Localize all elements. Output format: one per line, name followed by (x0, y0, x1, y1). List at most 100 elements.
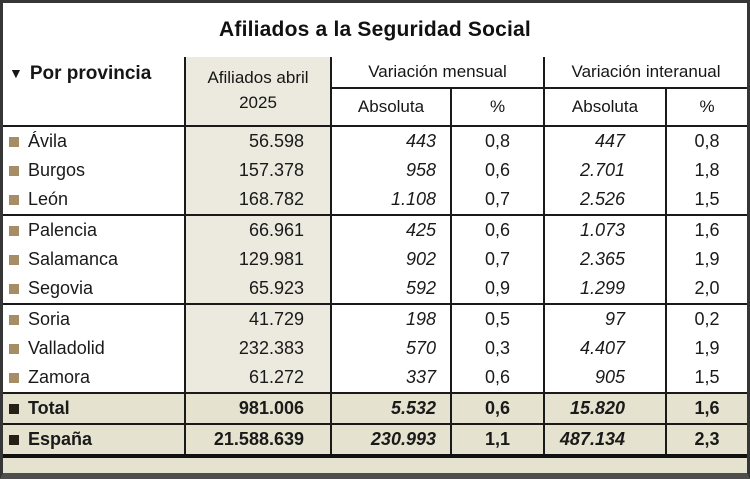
variacion-mensual-pct-value: 0,6 (450, 392, 544, 424)
variacion-interanual-absoluta-value: 1.073 (543, 215, 666, 245)
table-row: España 21.588.639 230.993 1,1 487.134 2,… (3, 423, 747, 458)
variacion-interanual-absoluta-value: 4.407 (543, 334, 666, 363)
subheader-interanual-absoluta: Absoluta (543, 88, 666, 127)
variacion-interanual-pct-value: 1,9 (665, 245, 747, 274)
table-row: Total 981.006 5.532 0,6 15.820 1,6 (3, 392, 747, 424)
row-bullet-icon (9, 226, 19, 236)
variacion-interanual-pct-value: 1,6 (665, 392, 747, 424)
group-header-variacion-mensual: Variación mensual (330, 57, 544, 89)
row-bullet-icon (9, 373, 19, 383)
afiliados-value: 981.006 (184, 392, 331, 424)
row-bullet-icon (9, 315, 19, 325)
table-body: Ávila 56.598 443 0,8 447 0,8 Burgos 157.… (3, 126, 747, 458)
variacion-interanual-absoluta-value: 447 (543, 126, 666, 156)
province-name: España (28, 429, 93, 449)
variacion-interanual-absoluta-value: 2.526 (543, 185, 666, 216)
column-header-province: ▼ Por provincia (3, 57, 185, 127)
variacion-mensual-pct-value: 1,1 (450, 423, 544, 458)
province-name: Palencia (28, 220, 98, 240)
variacion-mensual-absoluta-value: 1.108 (330, 185, 451, 216)
group-header-variacion-interanual: Variación interanual (543, 57, 747, 89)
province-name: Segovia (28, 278, 94, 298)
table-row: Segovia 65.923 592 0,9 1.299 2,0 (3, 274, 747, 305)
afiliados-value: 232.383 (184, 334, 331, 363)
afiliados-value: 66.961 (184, 215, 331, 245)
variacion-interanual-absoluta-value: 15.820 (543, 392, 666, 424)
variacion-mensual-absoluta-value: 902 (330, 245, 451, 274)
row-bullet-icon (9, 435, 19, 445)
row-bullet-icon (9, 255, 19, 265)
variacion-interanual-pct-value: 1,5 (665, 363, 747, 394)
affiliation-table: ▼ Por provincia Afiliados abril 2025 Vari… (3, 57, 747, 458)
variacion-interanual-absoluta-value: 905 (543, 363, 666, 394)
table-row: Palencia 66.961 425 0,6 1.073 1,6 (3, 215, 747, 245)
table-header: ▼ Por provincia Afiliados abril 2025 Vari… (3, 57, 747, 127)
variacion-interanual-pct-value: 2,3 (665, 423, 747, 458)
table-row: León 168.782 1.108 0,7 2.526 1,5 (3, 185, 747, 216)
table-row: Salamanca 129.981 902 0,7 2.365 1,9 (3, 245, 747, 274)
table-row: Ávila 56.598 443 0,8 447 0,8 (3, 126, 747, 156)
row-bullet-icon (9, 195, 19, 205)
page-title: Afiliados a la Seguridad Social (219, 18, 531, 41)
variacion-mensual-absoluta-value: 5.532 (330, 392, 451, 424)
variacion-mensual-pct-value: 0,6 (450, 215, 544, 245)
variacion-interanual-absoluta-value: 487.134 (543, 423, 666, 458)
variacion-mensual-pct-value: 0,6 (450, 363, 544, 394)
variacion-mensual-absoluta-value: 592 (330, 274, 451, 305)
variacion-mensual-pct-value: 0,7 (450, 245, 544, 274)
afiliados-value: 65.923 (184, 274, 331, 305)
afiliados-value: 157.378 (184, 156, 331, 185)
table-row: Soria 41.729 198 0,5 97 0,2 (3, 304, 747, 334)
row-bullet-icon (9, 404, 19, 414)
variacion-interanual-absoluta-value: 2.365 (543, 245, 666, 274)
province-name: Ávila (28, 131, 68, 151)
province-name: Soria (28, 309, 71, 329)
row-bullet-icon (9, 166, 19, 176)
variacion-interanual-absoluta-value: 1.299 (543, 274, 666, 305)
afiliados-value: 41.729 (184, 304, 331, 334)
afiliados-value: 21.588.639 (184, 423, 331, 458)
province-name: Valladolid (28, 338, 105, 358)
variacion-interanual-pct-value: 1,6 (665, 215, 747, 245)
bottom-strip (3, 458, 747, 473)
row-bullet-icon (9, 344, 19, 354)
row-bullet-icon (9, 284, 19, 294)
province-name: Zamora (28, 367, 91, 387)
variacion-mensual-absoluta-value: 230.993 (330, 423, 451, 458)
subheader-interanual-pct: % (665, 88, 747, 127)
province-header-label: Por provincia (29, 63, 152, 84)
variacion-mensual-absoluta-value: 425 (330, 215, 451, 245)
variacion-mensual-pct-value: 0,8 (450, 126, 544, 156)
subheader-mensual-pct: % (450, 88, 544, 127)
province-name: Salamanca (28, 249, 119, 269)
variacion-mensual-pct-value: 0,9 (450, 274, 544, 305)
variacion-mensual-pct-value: 0,5 (450, 304, 544, 334)
variacion-interanual-pct-value: 0,2 (665, 304, 747, 334)
column-header-afiliados: Afiliados abril 2025 (184, 57, 331, 127)
province-name: León (28, 189, 69, 209)
variacion-mensual-absoluta-value: 443 (330, 126, 451, 156)
variacion-mensual-pct-value: 0,3 (450, 334, 544, 363)
variacion-interanual-pct-value: 2,0 (665, 274, 747, 305)
variacion-mensual-pct-value: 0,7 (450, 185, 544, 216)
afiliados-value: 168.782 (184, 185, 331, 216)
sort-triangle-icon: ▼ (9, 65, 23, 81)
table-row: Zamora 61.272 337 0,6 905 1,5 (3, 363, 747, 394)
variacion-interanual-pct-value: 0,8 (665, 126, 747, 156)
afiliados-value: 129.981 (184, 245, 331, 274)
variacion-interanual-pct-value: 1,5 (665, 185, 747, 216)
province-name: Total (28, 398, 70, 418)
variacion-mensual-absoluta-value: 570 (330, 334, 451, 363)
variacion-mensual-absoluta-value: 958 (330, 156, 451, 185)
variacion-interanual-pct-value: 1,9 (665, 334, 747, 363)
afiliados-value: 61.272 (184, 363, 331, 394)
variacion-interanual-absoluta-value: 2.701 (543, 156, 666, 185)
province-name: Burgos (28, 160, 86, 180)
variacion-interanual-pct-value: 1,8 (665, 156, 747, 185)
variacion-mensual-pct-value: 0,6 (450, 156, 544, 185)
row-bullet-icon (9, 137, 19, 147)
subheader-mensual-absoluta: Absoluta (330, 88, 451, 127)
variacion-mensual-absoluta-value: 337 (330, 363, 451, 394)
variacion-mensual-absoluta-value: 198 (330, 304, 451, 334)
